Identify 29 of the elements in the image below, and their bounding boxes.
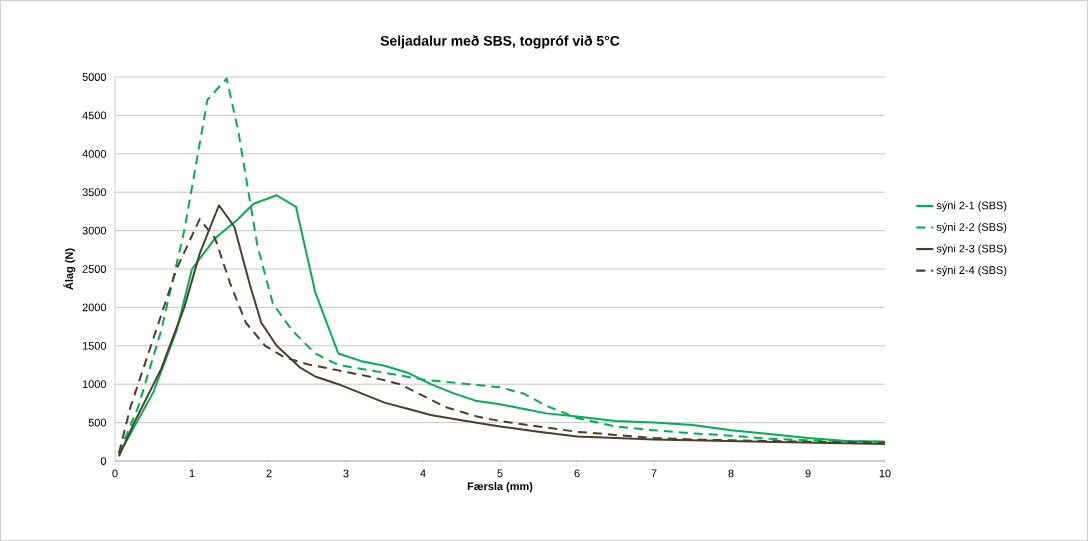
x-axis-title: Færsla (mm) [467,482,533,493]
y-tick-label: 0 [100,457,107,465]
x-tick-label: 1 [189,469,195,478]
y-tick-label: 2000 [82,303,107,312]
chart-title: Seljadalur með SBS, togpróf við 5°C [380,35,620,49]
legend-label: sýni 2-1 (SBS) [936,201,1007,212]
y-tick-label: 500 [88,418,107,427]
x-tick-label: 7 [651,469,657,478]
x-tick-label: 9 [805,469,811,478]
x-tick-label: 5 [497,469,503,478]
x-tick-label: 10 [879,469,891,478]
y-tick-label: 3500 [82,188,107,197]
x-tick-label: 8 [728,469,734,478]
legend-label: sýni 2-4 (SBS) [936,265,1007,277]
y-tick-label: 2500 [82,265,107,273]
x-tick-label: 6 [574,469,580,478]
legend-label: sýni 2-3 (SBS) [936,244,1007,255]
x-tick-label: 0 [112,469,118,478]
y-tick-label: 5000 [82,73,107,81]
y-tick-label: 4000 [82,149,107,158]
y-axis-title: Álag (N) [63,248,76,290]
x-tick-label: 2 [266,469,272,478]
x-tick-label: 3 [343,469,349,478]
y-tick-label: 3000 [82,226,107,235]
x-tick-label: 4 [420,469,426,478]
y-tick-label: 1500 [82,341,107,350]
legend-label: sýni 2-2 (SBS) [936,222,1007,234]
y-tick-label: 1000 [82,380,107,389]
y-tick-label: 4500 [82,111,107,120]
